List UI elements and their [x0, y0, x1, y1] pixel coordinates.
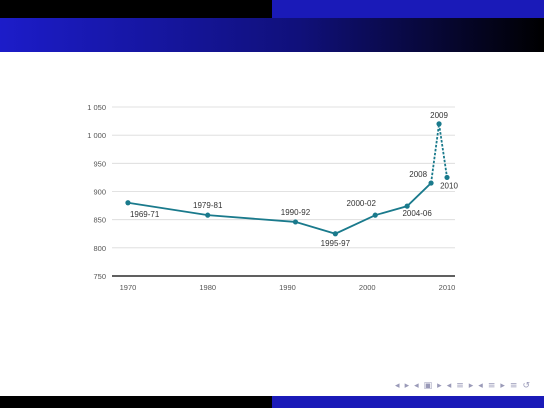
data-label: 1990-92 — [281, 208, 311, 217]
triangle-left-icon[interactable]: ◂ — [395, 381, 400, 391]
x-tick-label: 2000 — [359, 283, 376, 292]
x-tick-label: 1990 — [279, 283, 296, 292]
search-icon[interactable]: ↺ — [522, 381, 530, 391]
data-point — [205, 212, 211, 218]
y-tick-label: 900 — [93, 188, 106, 197]
data-point — [436, 121, 442, 127]
data-point — [428, 180, 434, 186]
data-point — [292, 219, 299, 225]
section-prev-icon[interactable]: ◂ — [446, 381, 452, 391]
data-point — [372, 212, 378, 218]
footer-strip-left — [0, 396, 272, 408]
data-label: 2010 — [440, 181, 458, 190]
data-label: 2008 — [409, 170, 427, 179]
align-icon[interactable]: ≡ — [509, 381, 518, 391]
frame-icon[interactable]: ▣ — [423, 381, 433, 391]
section-next-icon[interactable]: ▸ — [468, 381, 474, 391]
y-tick-label: 750 — [93, 272, 106, 281]
y-tick-label: 950 — [93, 159, 106, 168]
data-label: 2004-06 — [402, 209, 432, 218]
data-label: 1979-81 — [193, 201, 223, 210]
header-strip-right — [272, 0, 544, 18]
y-tick-label: 1 050 — [87, 103, 106, 112]
subsection-next-icon[interactable]: ▸ — [500, 381, 505, 391]
section-icon[interactable]: ≡ — [456, 381, 464, 391]
series-line — [127, 182, 432, 235]
data-label: 2009 — [430, 111, 448, 120]
frame-title-bar — [0, 18, 544, 52]
data-point — [332, 231, 338, 237]
beamer-navigation-bar: ◂ ▸ ◂ ▣ ▸ ◂ ≡ ▸ ◂ ≡ ▸ ≡ ↺ — [395, 381, 530, 391]
data-point — [444, 174, 450, 181]
data-point — [125, 200, 131, 206]
data-label: 1969-71 — [130, 210, 160, 219]
y-tick-label: 800 — [93, 244, 106, 253]
triangle-right-icon[interactable]: ▸ — [404, 381, 410, 391]
data-point — [404, 203, 410, 209]
x-tick-label: 2010 — [439, 283, 456, 292]
subsection-prev-icon[interactable]: ◂ — [478, 381, 483, 391]
footer-strip-right — [272, 396, 544, 408]
x-tick-label: 1970 — [120, 283, 137, 292]
frame-next-icon[interactable]: ▸ — [437, 381, 442, 391]
header-strip-left — [0, 0, 272, 18]
data-label: 2000-02 — [347, 199, 377, 208]
frame-prev-icon[interactable]: ◂ — [414, 381, 419, 391]
subsection-icon[interactable]: ≡ — [487, 381, 496, 391]
y-tick-label: 1 000 — [87, 131, 106, 140]
y-tick-label: 850 — [93, 216, 106, 225]
series-line-dashed — [430, 123, 448, 184]
x-tick-label: 1980 — [199, 283, 216, 292]
data-label: 1995-97 — [321, 239, 351, 248]
